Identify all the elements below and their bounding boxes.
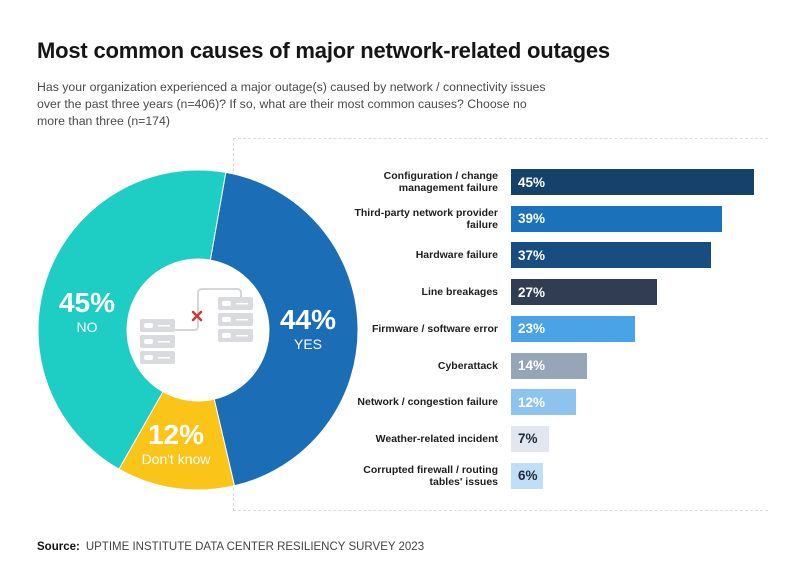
chart-title: Most common causes of major network-rela… — [37, 38, 610, 63]
bar: 39% — [511, 205, 722, 232]
bar-row: Cyberattack 14% — [330, 352, 587, 380]
bar-value-label: 14% — [518, 358, 546, 373]
chart-subtitle: Has your organization experienced a majo… — [37, 80, 546, 128]
slice-label-yes: YES — [294, 336, 322, 352]
bar-row: Configuration / change management failur… — [330, 168, 754, 196]
bar: 37% — [511, 242, 711, 269]
bar-category-label: Line breakages — [421, 286, 498, 299]
bar-value-label: 7% — [518, 431, 538, 447]
bar-category-label: Network / congestion failure — [357, 396, 498, 409]
slice-label-no-value: 45% — [59, 287, 115, 318]
bar: 12% — [511, 389, 576, 416]
slice-label-no: NO — [77, 319, 98, 335]
bar: 6% — [511, 462, 544, 489]
bar-category-label: Weather-related incident — [375, 432, 498, 445]
bar-category-label: Configuration / change management failur… — [383, 170, 498, 194]
bar-row: Third-party network provider failure 39% — [330, 205, 722, 233]
bar: 45% — [511, 169, 754, 195]
source-text: UPTIME INSTITUTE DATA CENTER RESILIENCY … — [85, 541, 425, 553]
bar: 14% — [511, 352, 587, 379]
donut-chart: 44% YES 45% NO 12% Don't know — [37, 169, 359, 491]
disconnect-x-icon — [191, 310, 203, 322]
bar-row: Corrupted firewall / routing tables' iss… — [330, 462, 544, 490]
bar-row: Firmware / software error 23% — [330, 315, 636, 343]
bar-value-label: 39% — [518, 211, 546, 227]
source-line: Source: UPTIME INSTITUTE DATA CENTER RESI… — [37, 541, 424, 553]
bar-row: Weather-related incident 7% — [330, 425, 549, 453]
bar-category-label: Firmware / software error — [371, 322, 498, 335]
bar-value-label: 45% — [518, 174, 546, 190]
bar-value-label: 12% — [518, 394, 546, 410]
servers-disconnected-icon — [140, 288, 253, 364]
bar-row: Network / congestion failure 12% — [330, 388, 576, 416]
bar-row: Line breakages 27% — [330, 278, 657, 306]
donut-hole — [127, 259, 269, 401]
bar-category-label: Third-party network provider failure — [354, 206, 498, 231]
bar-row: Hardware failure 37% — [330, 241, 711, 269]
bar-value-label: 27% — [518, 284, 546, 300]
bar-category-label: Cyberattack — [437, 359, 498, 372]
slice-label-dontknow: Don't know — [142, 451, 212, 467]
bar: 27% — [511, 279, 657, 306]
bar-value-label: 23% — [518, 321, 546, 337]
slice-label-dontknow-value: 12% — [148, 419, 204, 450]
bar: 23% — [511, 315, 636, 342]
bar-category-label: Hardware failure — [415, 249, 498, 262]
bar-category-label: Corrupted firewall / routing tables' iss… — [363, 463, 498, 488]
source-label: Source: — [37, 541, 80, 553]
slice-label-yes-value: 44% — [280, 304, 336, 335]
bar-value-label: 6% — [518, 468, 538, 484]
bar-value-label: 37% — [518, 247, 546, 263]
bar: 7% — [511, 425, 549, 452]
